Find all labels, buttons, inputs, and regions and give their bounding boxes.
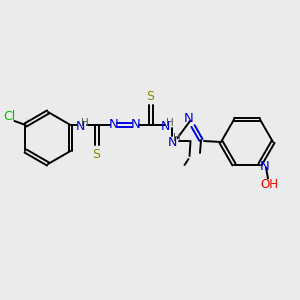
Text: S: S xyxy=(92,148,101,160)
Text: Cl: Cl xyxy=(3,110,16,122)
Text: H: H xyxy=(166,118,173,128)
Text: N: N xyxy=(130,118,140,130)
Text: N: N xyxy=(76,119,85,133)
Text: N: N xyxy=(161,119,170,133)
Text: N: N xyxy=(260,160,270,173)
Text: H: H xyxy=(172,133,180,143)
Text: N: N xyxy=(168,136,177,148)
Text: N: N xyxy=(184,112,194,125)
Text: H: H xyxy=(81,118,88,128)
Text: S: S xyxy=(146,89,154,103)
Text: N: N xyxy=(109,118,118,130)
Text: OH: OH xyxy=(260,178,278,191)
